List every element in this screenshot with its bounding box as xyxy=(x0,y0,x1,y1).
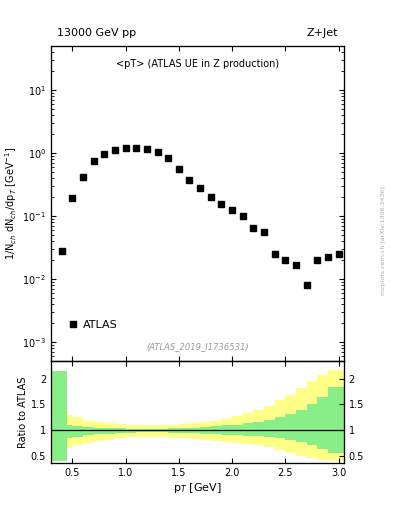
Bar xyxy=(328,387,344,453)
Bar xyxy=(136,429,147,432)
Bar xyxy=(147,429,158,432)
Bar xyxy=(115,424,126,438)
Bar xyxy=(317,375,328,460)
Bar xyxy=(317,397,328,449)
Bar xyxy=(243,413,253,444)
Bar xyxy=(296,388,307,456)
Bar xyxy=(72,426,83,437)
Bar xyxy=(83,427,94,435)
Bar xyxy=(83,421,94,443)
Bar xyxy=(328,370,344,461)
Bar xyxy=(168,425,179,438)
Bar xyxy=(275,400,285,450)
Bar xyxy=(253,410,264,445)
Legend: ATLAS: ATLAS xyxy=(68,320,118,330)
Text: Z+Jet: Z+Jet xyxy=(307,28,338,38)
Bar xyxy=(307,381,317,458)
Bar xyxy=(189,423,200,439)
Bar xyxy=(179,428,189,433)
Bar xyxy=(104,428,115,434)
Bar xyxy=(200,422,211,440)
Bar xyxy=(275,417,285,438)
Bar xyxy=(285,395,296,453)
Bar xyxy=(200,427,211,434)
Bar xyxy=(147,425,158,437)
Bar xyxy=(126,425,136,437)
Y-axis label: Ratio to ATLAS: Ratio to ATLAS xyxy=(18,376,28,448)
Bar xyxy=(51,371,67,461)
Text: 13000 GeV pp: 13000 GeV pp xyxy=(57,28,136,38)
Bar xyxy=(221,419,232,442)
Bar xyxy=(264,406,275,447)
Bar xyxy=(296,410,307,442)
Bar xyxy=(104,423,115,440)
Bar xyxy=(264,420,275,437)
Bar xyxy=(285,414,296,440)
Bar xyxy=(94,422,104,441)
Bar xyxy=(211,426,221,434)
Bar xyxy=(158,429,168,432)
Bar xyxy=(232,416,243,443)
Bar xyxy=(136,425,147,437)
Bar xyxy=(253,422,264,436)
Bar xyxy=(67,425,72,438)
Text: mcplots.cern.ch [arXiv:1306.3436]: mcplots.cern.ch [arXiv:1306.3436] xyxy=(381,186,386,295)
Bar xyxy=(126,429,136,433)
Bar xyxy=(211,421,221,441)
Bar xyxy=(189,428,200,433)
Text: (ATLAS_2019_I1736531): (ATLAS_2019_I1736531) xyxy=(146,343,249,352)
Bar xyxy=(243,423,253,436)
Y-axis label: 1/N$_{ch}$ dN$_{ch}$/dp$_T$ [GeV$^{-1}$]: 1/N$_{ch}$ dN$_{ch}$/dp$_T$ [GeV$^{-1}$] xyxy=(4,147,20,260)
Bar xyxy=(158,425,168,437)
Bar xyxy=(168,428,179,433)
Bar xyxy=(179,424,189,438)
Bar xyxy=(307,404,317,445)
Bar xyxy=(51,371,67,461)
Bar xyxy=(221,425,232,435)
Bar xyxy=(67,415,72,448)
Bar xyxy=(94,428,104,434)
Bar xyxy=(232,425,243,435)
Text: <pT> (ATLAS UE in Z production): <pT> (ATLAS UE in Z production) xyxy=(116,59,279,69)
Bar xyxy=(115,428,126,433)
X-axis label: p$_T$ [GeV]: p$_T$ [GeV] xyxy=(173,481,222,495)
Bar xyxy=(72,417,83,445)
